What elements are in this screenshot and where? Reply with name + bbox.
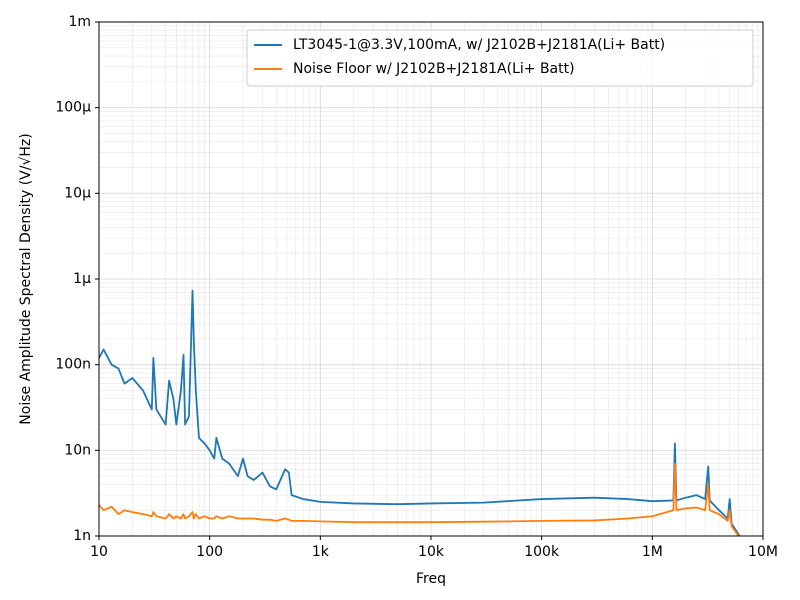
y-tick-label: 100µ	[55, 100, 91, 116]
y-axis-label: Noise Amplitude Spectral Density (V/√Hz)	[18, 133, 34, 424]
x-tick-label: 10	[90, 544, 108, 560]
y-tick-label: 1m	[68, 14, 91, 30]
x-tick-label: 100k	[524, 544, 560, 560]
legend-box	[246, 29, 754, 87]
legend-label: LT3045-1@3.3V,100mA, w/ J2102B+J2181A(Li…	[293, 37, 665, 53]
x-tick-label: 1k	[312, 544, 330, 560]
x-tick-label: 100	[196, 544, 223, 560]
y-tick-label: 1n	[73, 528, 91, 544]
x-tick-label: 1M	[642, 544, 663, 560]
y-tick-label: 10µ	[64, 185, 91, 201]
y-tick-label: 10n	[64, 442, 91, 458]
lines	[99, 289, 741, 536]
series-line	[99, 289, 741, 536]
x-tick-label: 10k	[418, 544, 445, 560]
legend-label: Noise Floor w/ J2102B+J2181A(Li+ Batt)	[293, 61, 575, 77]
ticks: 10 100 1k 10k 100k 1M 10M 1n 10n 100n 1µ 10µ 100µ 1m	[55, 14, 778, 560]
legend: LT3045-1@3.3V,100mA, w/ J2102B+J2181A(Li…	[246, 29, 754, 87]
series-line	[99, 462, 740, 536]
y-tick-label: 100n	[55, 357, 91, 373]
x-axis-label: Freq	[416, 571, 446, 587]
x-tick-label: 10M	[748, 544, 778, 560]
y-tick-label: 1µ	[73, 271, 91, 287]
